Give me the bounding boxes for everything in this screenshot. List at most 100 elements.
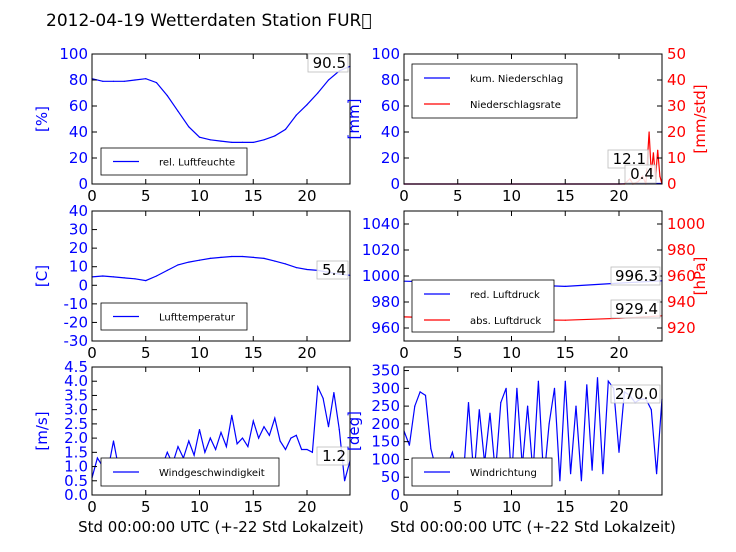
precipitation-y-tick-label: 80 xyxy=(381,71,400,89)
pressure-y-right-tick-label: 940 xyxy=(667,293,696,311)
humidity-y-tick-label: 40 xyxy=(69,123,88,141)
wind_speed-data-point xyxy=(344,480,346,482)
humidity-y-tick-label: 20 xyxy=(69,149,88,167)
humidity-x-tick-label: 15 xyxy=(244,187,263,205)
humidity-y-axis-label: [%] xyxy=(33,106,51,132)
humidity-data-point xyxy=(112,80,115,82)
temperature-y-tick-label: -30 xyxy=(64,332,89,350)
wind_speed-data-point xyxy=(317,386,319,388)
wind_speed-data-point xyxy=(263,426,265,428)
humidity-x-tick-label: 0 xyxy=(87,187,97,205)
temperature-data-point xyxy=(177,264,179,266)
wind_direction-data-point xyxy=(489,412,491,414)
pressure-data-point xyxy=(564,319,566,321)
temperature-series-line-0 xyxy=(91,255,351,282)
wind_direction-data-point xyxy=(408,444,410,446)
wind_speed-data-point xyxy=(279,440,281,442)
wind_direction-y-tick-label: 250 xyxy=(371,397,400,415)
wind_speed-value-label-box xyxy=(316,446,349,466)
wind_direction-data-point xyxy=(586,384,588,386)
pressure-y-right-tick-label: 960 xyxy=(667,267,696,285)
temperature-data-point xyxy=(166,269,168,271)
precipitation-x-tick-label: 10 xyxy=(502,187,521,205)
humidity-y-tick-label: 80 xyxy=(69,71,88,89)
wind_direction-data-point xyxy=(478,409,480,411)
pressure-y-tick-label: 960 xyxy=(371,319,400,337)
wind_direction-value-label: 270.0 xyxy=(615,385,658,403)
wind_speed-x-tick-label: 10 xyxy=(190,498,209,516)
pressure-x-tick-label: 20 xyxy=(609,344,628,362)
temperature-data-point xyxy=(220,256,222,258)
precipitation-data-point xyxy=(648,131,650,133)
temperature-data-point xyxy=(252,256,254,258)
pressure-y-tick-label: 1040 xyxy=(362,215,400,233)
wind_direction-data-point xyxy=(414,405,416,407)
wind_direction-x-tick-label: 10 xyxy=(502,498,521,516)
temperature-y-axis-label: [C] xyxy=(33,265,51,287)
wind_direction-data-point xyxy=(527,405,529,407)
precipitation-legend-box xyxy=(411,63,578,119)
precipitation-y-tick-label: 100 xyxy=(371,45,400,63)
humidity-data-point xyxy=(284,128,287,130)
precipitation-plot-frame xyxy=(403,53,663,185)
pressure-value-label: 996.3 xyxy=(615,267,658,285)
temperature-y-tick-label: 30 xyxy=(69,221,88,239)
wind_speed-data-point xyxy=(322,397,324,399)
pressure-data-point xyxy=(564,285,566,287)
temperature-data-point xyxy=(263,257,265,259)
humidity-value-label-box xyxy=(307,53,349,73)
precipitation-y-right-tick-label: 40 xyxy=(667,71,686,89)
precipitation-data-point xyxy=(659,175,661,177)
wind_direction-y-tick-label: 150 xyxy=(371,433,400,451)
temperature-legend-label: Lufttemperatur xyxy=(159,313,236,324)
temperature-y-tick-label: 40 xyxy=(69,202,88,220)
wind_direction-data-point xyxy=(596,377,599,379)
temperature-data-point xyxy=(112,276,115,278)
wind_speed-y-tick-label: 0.0 xyxy=(64,486,88,504)
wind_speed-data-point xyxy=(333,392,335,394)
humidity-series-line-0 xyxy=(91,65,351,143)
humidity-data-point xyxy=(166,95,168,97)
wind_speed-x-tick-label: 15 xyxy=(244,498,263,516)
wind_speed-y-tick-label: 4.5 xyxy=(64,358,88,376)
wind_speed-legend-label: Windgeschwindigkeit xyxy=(159,468,265,479)
wind_direction-plot-frame xyxy=(403,366,663,496)
wind_speed-x-tick-label: 5 xyxy=(141,498,151,516)
wind_speed-data-point xyxy=(268,434,270,436)
precipitation-y-axis-label: [mm] xyxy=(345,99,363,140)
wind_direction-data-point xyxy=(430,448,432,450)
wind_speed-data-point xyxy=(96,457,98,459)
temperature-data-point xyxy=(198,259,201,261)
wind_speed-y-tick-label: 1.0 xyxy=(64,458,88,476)
wind_direction-y-tick-label: 300 xyxy=(371,379,400,397)
wind_direction-y-tick-label: 200 xyxy=(371,415,400,433)
wind_speed-data-point xyxy=(252,420,254,422)
precipitation-x-tick-label: 0 xyxy=(399,187,409,205)
humidity-data-point xyxy=(306,104,308,106)
precipitation-x-tick-label: 20 xyxy=(609,187,628,205)
humidity-y-tick-label: 60 xyxy=(69,97,88,115)
wind_direction-x-axis-label: Std 00:00:00 UTC (+-22 Std Lokalzeit) xyxy=(390,518,676,536)
wind_direction-data-point xyxy=(505,387,507,389)
wind_speed-y-tick-label: 2.0 xyxy=(64,429,88,447)
wind_direction-data-point xyxy=(548,423,550,425)
precipitation-y-right-tick-label: 30 xyxy=(667,97,686,115)
wind_direction-data-point xyxy=(650,409,652,411)
wind_direction-data-point xyxy=(570,473,572,475)
wind_speed-data-point xyxy=(311,451,313,453)
wind_speed-data-point xyxy=(198,429,201,431)
temperature-x-tick-label: 0 xyxy=(87,344,97,362)
wind_speed-y-tick-label: 4.0 xyxy=(64,372,88,390)
precipitation-y-axis-right-label: [mm/std] xyxy=(691,84,709,153)
wind_speed-y-axis-label: [m/s] xyxy=(33,411,51,450)
humidity-data-point xyxy=(274,135,276,137)
precipitation-legend-label: kum. Niederschlag xyxy=(470,74,563,85)
temperature-x-tick-label: 5 xyxy=(141,344,151,362)
wind_direction-data-point xyxy=(537,380,540,382)
wind_direction-data-point xyxy=(656,473,658,475)
precipitation-data-point xyxy=(652,152,655,154)
pressure-x-tick-label: 0 xyxy=(399,344,409,362)
wind_direction-data-point xyxy=(618,451,620,453)
wind_direction-y-tick-label: 50 xyxy=(381,468,400,486)
